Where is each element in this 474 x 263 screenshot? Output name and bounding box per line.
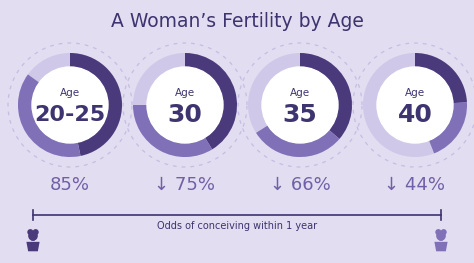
Circle shape (32, 67, 108, 143)
Wedge shape (256, 125, 339, 157)
Text: Age: Age (175, 88, 195, 98)
Text: Odds of conceiving within 1 year: Odds of conceiving within 1 year (157, 221, 317, 231)
Polygon shape (27, 242, 40, 251)
Text: ↓ 44%: ↓ 44% (384, 176, 446, 194)
Text: 40: 40 (398, 103, 432, 127)
Wedge shape (363, 53, 467, 157)
Wedge shape (133, 53, 237, 157)
Wedge shape (133, 105, 212, 157)
Text: ↓ 66%: ↓ 66% (270, 176, 330, 194)
Circle shape (377, 67, 453, 143)
Polygon shape (434, 242, 447, 251)
Text: A Woman’s Fertility by Age: A Woman’s Fertility by Age (110, 12, 364, 31)
Circle shape (262, 67, 338, 143)
Wedge shape (300, 53, 352, 139)
Text: Age: Age (405, 88, 425, 98)
Text: ↓ 75%: ↓ 75% (155, 176, 216, 194)
Circle shape (440, 229, 447, 235)
Text: 20-25: 20-25 (35, 105, 106, 125)
Circle shape (436, 231, 446, 241)
Circle shape (27, 229, 34, 235)
Wedge shape (70, 53, 122, 156)
Text: 35: 35 (283, 103, 318, 127)
Circle shape (435, 229, 441, 235)
Text: 30: 30 (168, 103, 202, 127)
Circle shape (33, 229, 39, 235)
Text: Age: Age (60, 88, 80, 98)
Wedge shape (429, 102, 467, 153)
Wedge shape (248, 53, 352, 157)
Circle shape (147, 67, 223, 143)
Wedge shape (185, 53, 237, 149)
Wedge shape (415, 53, 467, 103)
Wedge shape (18, 53, 122, 157)
Polygon shape (31, 239, 35, 241)
Polygon shape (439, 239, 443, 241)
Wedge shape (18, 74, 81, 157)
Text: 85%: 85% (50, 176, 90, 194)
Text: Age: Age (290, 88, 310, 98)
Circle shape (28, 231, 38, 241)
